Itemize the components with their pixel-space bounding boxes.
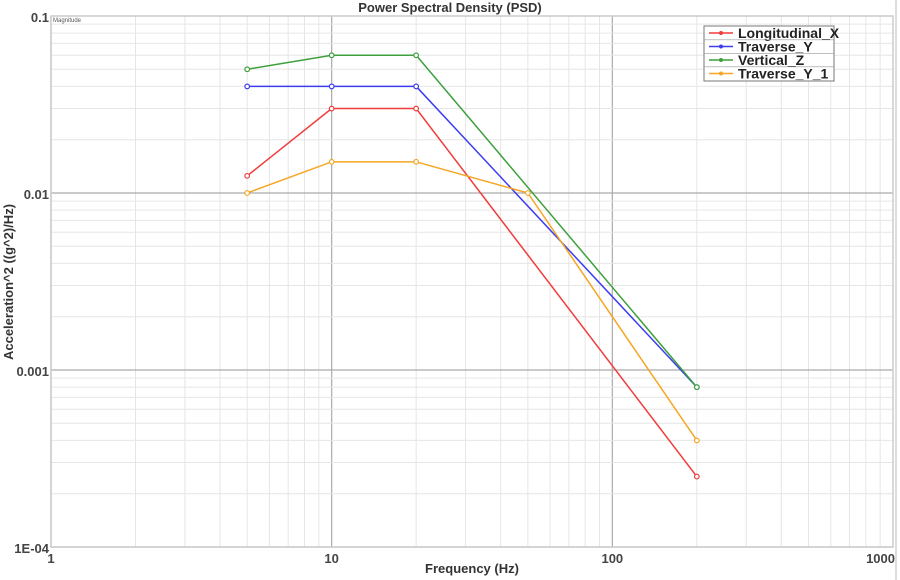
- data-point: [524, 190, 531, 196]
- series-group: [244, 52, 700, 480]
- legend-item: Traverse_Y: [704, 39, 834, 55]
- legend-label: Traverse_Y: [738, 39, 813, 55]
- data-point: [413, 158, 420, 165]
- data-point: [693, 384, 700, 391]
- y-tick-label: 1E-04: [14, 541, 49, 556]
- x-axis-label: Frequency (Hz): [425, 561, 519, 576]
- data-point: [328, 52, 335, 59]
- series-line: [247, 85, 698, 388]
- grid: [50, 16, 893, 548]
- legend-item: Traverse_Y_1: [704, 66, 834, 82]
- y-tick-label: 0.1: [31, 10, 49, 25]
- legend-item: Longitudinal_X: [709, 25, 840, 41]
- data-point: [328, 158, 335, 165]
- legend-marker: [719, 44, 723, 49]
- corner-label: Magnitude: [53, 18, 82, 24]
- legend-marker: [719, 31, 723, 35]
- data-point: [413, 83, 420, 90]
- data-point: [244, 66, 251, 73]
- data-point: [413, 105, 420, 112]
- data-point: [244, 172, 251, 179]
- legend-label: Traverse_Y_1: [738, 66, 829, 82]
- legend-label: Vertical_Z: [738, 52, 805, 68]
- legend: Longitudinal_XTraverse_YVertical_ZTraver…: [703, 25, 840, 82]
- x-ticks: 1 10 100 1000: [47, 551, 895, 566]
- y-ticks: 0.1 0.01 0.001 1E-04: [14, 10, 49, 556]
- series-traverse-y-1: [244, 158, 700, 444]
- series-longitudinal-x: [244, 105, 700, 480]
- series-vertical-z: [244, 52, 700, 391]
- legend-item: Vertical_Z: [704, 52, 834, 68]
- plot-frame: [50, 15, 894, 548]
- data-point: [244, 190, 251, 196]
- x-tick-label: 1000: [866, 551, 895, 566]
- y-tick-label: 0.01: [24, 187, 49, 202]
- data-point: [413, 52, 420, 59]
- series-line: [247, 54, 698, 388]
- data-point: [328, 105, 335, 112]
- data-point: [244, 83, 251, 90]
- chart-title: Power Spectral Density (PSD): [358, 0, 542, 15]
- series-line: [246, 161, 698, 441]
- y-axis-label: Acceleration^2 ((g^2)/Hz): [1, 204, 16, 360]
- data-point: [328, 83, 335, 90]
- legend-marker: [719, 58, 723, 62]
- data-point: [693, 473, 700, 480]
- x-tick-label: 1: [47, 551, 54, 566]
- data-point: [693, 437, 700, 444]
- legend-label: Longitudinal_X: [738, 25, 840, 41]
- x-tick-label: 10: [324, 551, 338, 566]
- y-tick-label: 0.001: [16, 364, 49, 379]
- x-tick-label: 100: [601, 551, 623, 566]
- legend-marker: [719, 71, 723, 76]
- series-line: [246, 107, 698, 478]
